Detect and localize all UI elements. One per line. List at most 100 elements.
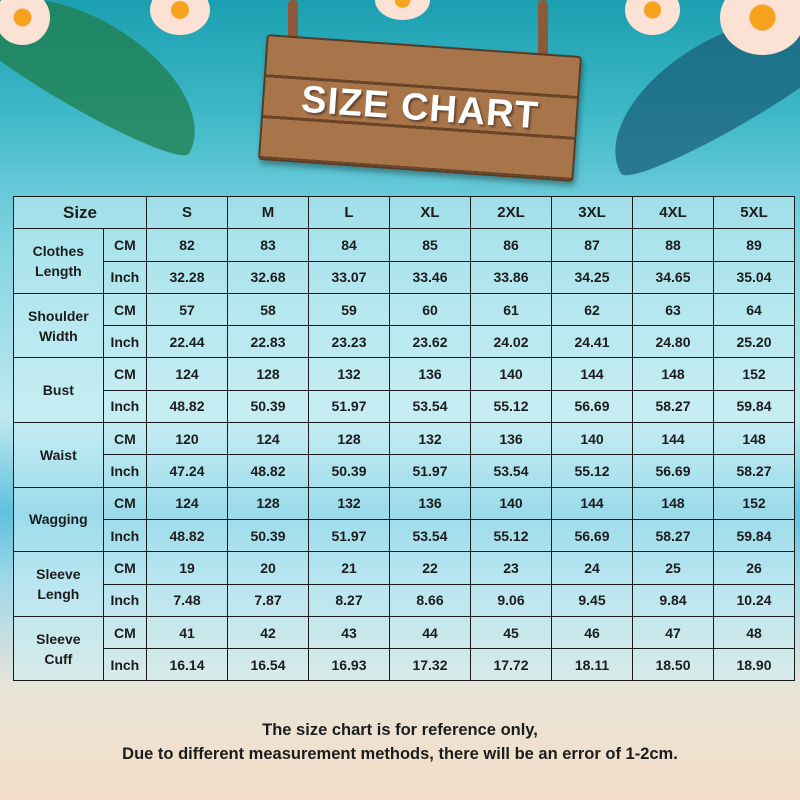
unit-cm: CM bbox=[102, 486, 148, 520]
footer-note: The size chart is for reference only, Du… bbox=[0, 718, 800, 766]
cm-value: 58 bbox=[227, 292, 309, 327]
measurement-label: Bust bbox=[13, 357, 104, 424]
inch-value: 58.27 bbox=[632, 518, 714, 553]
cm-value: 85 bbox=[389, 228, 471, 262]
footer-line-2: Due to different measurement methods, th… bbox=[122, 745, 678, 763]
cm-value: 124 bbox=[146, 486, 228, 520]
table-row: Inch 47.24 48.82 50.39 51.97 53.54 55.12 56.69 5… bbox=[14, 454, 795, 488]
inch-value: 50.39 bbox=[308, 454, 390, 488]
inch-value: 53.54 bbox=[389, 389, 471, 424]
cm-value: 148 bbox=[713, 422, 795, 456]
cm-value: 62 bbox=[551, 292, 633, 327]
unit-cm: CM bbox=[102, 551, 148, 585]
table-row: Bust CM 124 128 132 136 140 144 148 152 bbox=[13, 357, 795, 424]
inch-value: 16.93 bbox=[308, 648, 390, 682]
inch-value: 55.12 bbox=[470, 518, 552, 553]
cm-value: 132 bbox=[389, 422, 471, 456]
flower-decoration bbox=[375, 0, 430, 20]
inch-value: 9.84 bbox=[632, 583, 714, 617]
inch-value: 16.14 bbox=[146, 648, 228, 682]
unit-inch: Inch bbox=[102, 260, 148, 294]
cm-value: 48 bbox=[713, 615, 795, 650]
cm-value: 22 bbox=[389, 551, 471, 585]
inch-value: 22.83 bbox=[227, 325, 309, 359]
inch-value: 24.80 bbox=[632, 325, 714, 359]
inch-value: 53.54 bbox=[389, 518, 471, 553]
unit-cm: CM bbox=[102, 292, 148, 327]
size-chart-sign: SIZE CHART bbox=[257, 34, 583, 182]
inch-value: 58.27 bbox=[713, 454, 795, 488]
cm-value: 26 bbox=[713, 551, 795, 585]
cm-value: 88 bbox=[632, 228, 714, 262]
inch-value: 24.02 bbox=[470, 325, 552, 359]
cm-value: 46 bbox=[551, 615, 633, 650]
cm-value: 148 bbox=[632, 357, 714, 391]
unit-cm: CM bbox=[102, 357, 148, 391]
size-column-header: XL bbox=[389, 195, 471, 230]
cm-value: 132 bbox=[308, 357, 390, 391]
cm-value: 89 bbox=[713, 228, 795, 262]
cm-value: 124 bbox=[146, 357, 228, 391]
cm-value: 23 bbox=[470, 551, 552, 585]
inch-value: 8.27 bbox=[308, 583, 390, 617]
cm-value: 61 bbox=[470, 292, 552, 327]
inch-value: 33.07 bbox=[308, 260, 390, 294]
inch-value: 7.48 bbox=[146, 583, 228, 617]
inch-value: 9.45 bbox=[551, 583, 633, 617]
inch-value: 32.68 bbox=[227, 260, 309, 294]
table-row: Sleeve Cuff CM 41 42 43 44 45 46 47 48 bbox=[13, 615, 795, 682]
size-column-header: 2XL bbox=[470, 195, 552, 230]
cm-value: 45 bbox=[470, 615, 552, 650]
measurement-label: Clothes Length bbox=[13, 228, 104, 294]
inch-value: 56.69 bbox=[632, 454, 714, 488]
inch-value: 48.82 bbox=[227, 454, 309, 488]
inch-value: 16.54 bbox=[227, 648, 309, 682]
inch-value: 17.32 bbox=[389, 648, 471, 682]
cm-value: 144 bbox=[632, 422, 714, 456]
inch-value: 25.20 bbox=[713, 325, 795, 359]
inch-value: 48.82 bbox=[146, 518, 228, 553]
flower-decoration bbox=[150, 0, 210, 35]
table-row: Shoulder Width CM 57 58 59 60 61 62 63 64 bbox=[13, 292, 795, 359]
cm-value: 128 bbox=[227, 486, 309, 520]
rope-decoration bbox=[538, 0, 548, 95]
cm-value: 43 bbox=[308, 615, 390, 650]
inch-value: 32.28 bbox=[146, 260, 228, 294]
inch-value: 24.41 bbox=[551, 325, 633, 359]
inch-value: 55.12 bbox=[470, 389, 552, 424]
cm-value: 128 bbox=[308, 422, 390, 456]
cm-value: 136 bbox=[470, 422, 552, 456]
cm-value: 63 bbox=[632, 292, 714, 327]
inch-value: 56.69 bbox=[551, 518, 633, 553]
unit-inch: Inch bbox=[102, 454, 148, 488]
inch-value: 22.44 bbox=[146, 325, 228, 359]
size-column-header: 4XL bbox=[632, 195, 714, 230]
cm-value: 60 bbox=[389, 292, 471, 327]
table-row: Inch 22.44 22.83 23.23 23.62 24.02 24.41 24.80 2… bbox=[14, 325, 795, 359]
inch-value: 23.62 bbox=[389, 325, 471, 359]
inch-value: 51.97 bbox=[389, 454, 471, 488]
inch-value: 58.27 bbox=[632, 389, 714, 424]
measurement-label: Sleeve Cuff bbox=[13, 615, 104, 682]
table-row: Waist CM 120 124 128 132 136 140 144 148 bbox=[13, 422, 795, 488]
cm-value: 21 bbox=[308, 551, 390, 585]
cm-value: 152 bbox=[713, 486, 795, 520]
cm-value: 84 bbox=[308, 228, 390, 262]
inch-value: 33.46 bbox=[389, 260, 471, 294]
unit-inch: Inch bbox=[102, 518, 148, 553]
inch-value: 33.86 bbox=[470, 260, 552, 294]
rope-decoration bbox=[288, 0, 298, 60]
inch-value: 51.97 bbox=[308, 389, 390, 424]
inch-value: 8.66 bbox=[389, 583, 471, 617]
table-row: Inch 48.82 50.39 51.97 53.54 55.12 56.69 58.27 5… bbox=[14, 518, 795, 553]
measurement-label: Shoulder Width bbox=[13, 292, 104, 359]
inch-value: 53.54 bbox=[470, 454, 552, 488]
measurement-label: Sleeve Lengh bbox=[13, 551, 104, 617]
table-row: Inch 7.48 7.87 8.27 8.66 9.06 9.45 9.84 10.24 bbox=[14, 583, 795, 617]
inch-value: 50.39 bbox=[227, 518, 309, 553]
inch-value: 7.87 bbox=[227, 583, 309, 617]
inch-value: 17.72 bbox=[470, 648, 552, 682]
cm-value: 47 bbox=[632, 615, 714, 650]
inch-value: 18.90 bbox=[713, 648, 795, 682]
inch-value: 51.97 bbox=[308, 518, 390, 553]
